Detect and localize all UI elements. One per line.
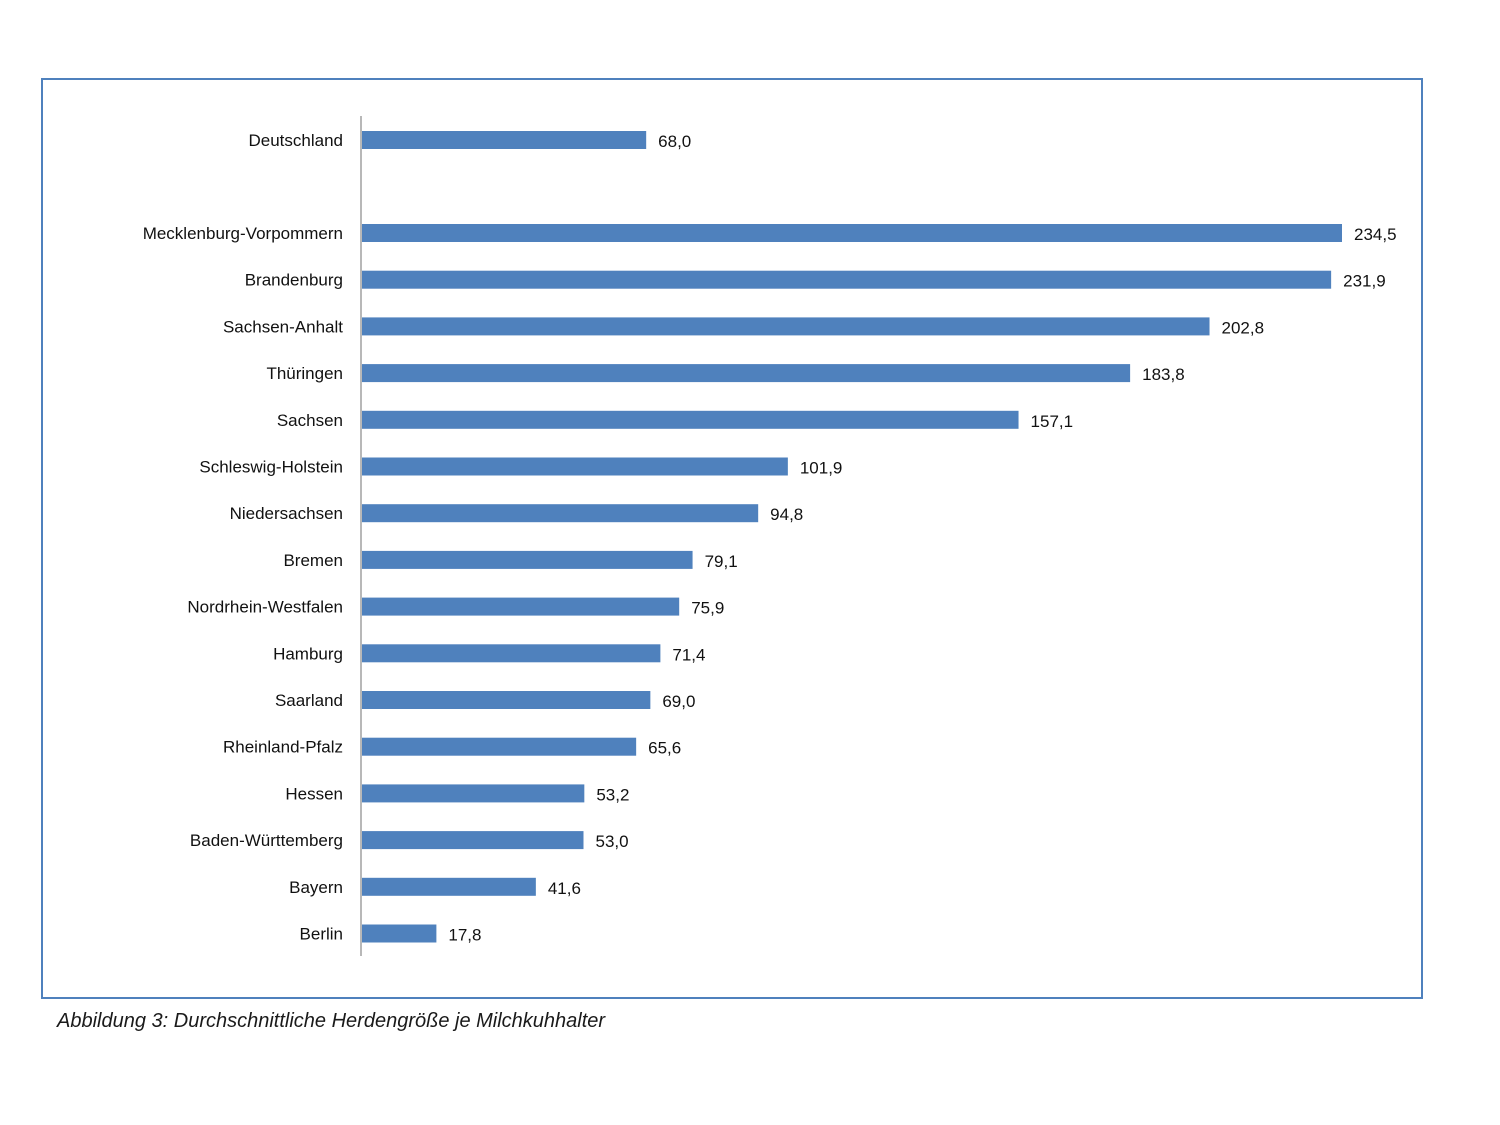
category-label: Brandenburg <box>245 271 343 290</box>
bar <box>362 364 1131 383</box>
data-label: 234,5 <box>1354 225 1397 244</box>
bar <box>362 644 661 663</box>
bar <box>362 317 1210 336</box>
category-label: Nordrhein-Westfalen <box>187 598 343 617</box>
bar <box>362 691 651 709</box>
chart-frame: Deutschland 68,0 Mecklenburg-Vorpommern 234… <box>41 78 1423 999</box>
category-label: Hessen <box>285 784 343 803</box>
bar <box>362 550 693 569</box>
bar <box>362 877 536 896</box>
category-label: Saarland <box>275 691 343 710</box>
data-label: 71,4 <box>672 645 705 664</box>
data-label: 94,8 <box>770 505 803 524</box>
bar <box>362 131 647 149</box>
category-label: Mecklenburg-Vorpommern <box>143 224 343 243</box>
data-label: 202,8 <box>1222 318 1265 337</box>
data-label: 53,2 <box>596 785 629 804</box>
category-label: Niedersachsen <box>230 504 343 523</box>
category-label: Rheinland-Pfalz <box>223 738 343 757</box>
bar <box>362 737 637 756</box>
figure-caption: Abbildung 3: Durchschnittliche Herdengrö… <box>57 1010 606 1032</box>
category-label: Baden-Württemberg <box>190 831 343 850</box>
data-label: 41,6 <box>548 879 581 898</box>
bar <box>362 924 437 943</box>
bar <box>362 457 788 476</box>
bar <box>362 597 680 616</box>
data-label: 79,1 <box>705 552 738 571</box>
category-label: Bayern <box>289 878 343 897</box>
bar-chart: Deutschland 68,0 Mecklenburg-Vorpommern 234… <box>143 116 1397 956</box>
category-label: Thüringen <box>266 364 343 383</box>
data-label: 65,6 <box>648 739 681 758</box>
category-label: Deutschland <box>248 131 343 150</box>
category-label: Hamburg <box>273 644 343 663</box>
data-label: 17,8 <box>448 926 481 945</box>
data-label: 68,0 <box>658 132 691 151</box>
data-label: 231,9 <box>1343 272 1386 291</box>
bar <box>362 224 1342 242</box>
bar <box>362 784 585 803</box>
category-label: Berlin <box>300 925 343 944</box>
data-label: 69,0 <box>662 692 695 711</box>
data-label: 53,0 <box>595 832 628 851</box>
bar <box>362 504 759 523</box>
bar <box>362 270 1332 289</box>
category-label: Sachsen <box>277 411 343 430</box>
bar <box>362 831 584 850</box>
data-label: 101,9 <box>800 459 843 478</box>
data-label: 75,9 <box>691 599 724 618</box>
data-label: 183,8 <box>1142 365 1185 384</box>
category-label: Schleswig-Holstein <box>199 458 343 477</box>
category-label: Sachsen-Anhalt <box>223 317 343 336</box>
category-label: Bremen <box>283 551 343 570</box>
bar <box>362 410 1019 429</box>
data-label: 157,1 <box>1031 412 1074 431</box>
